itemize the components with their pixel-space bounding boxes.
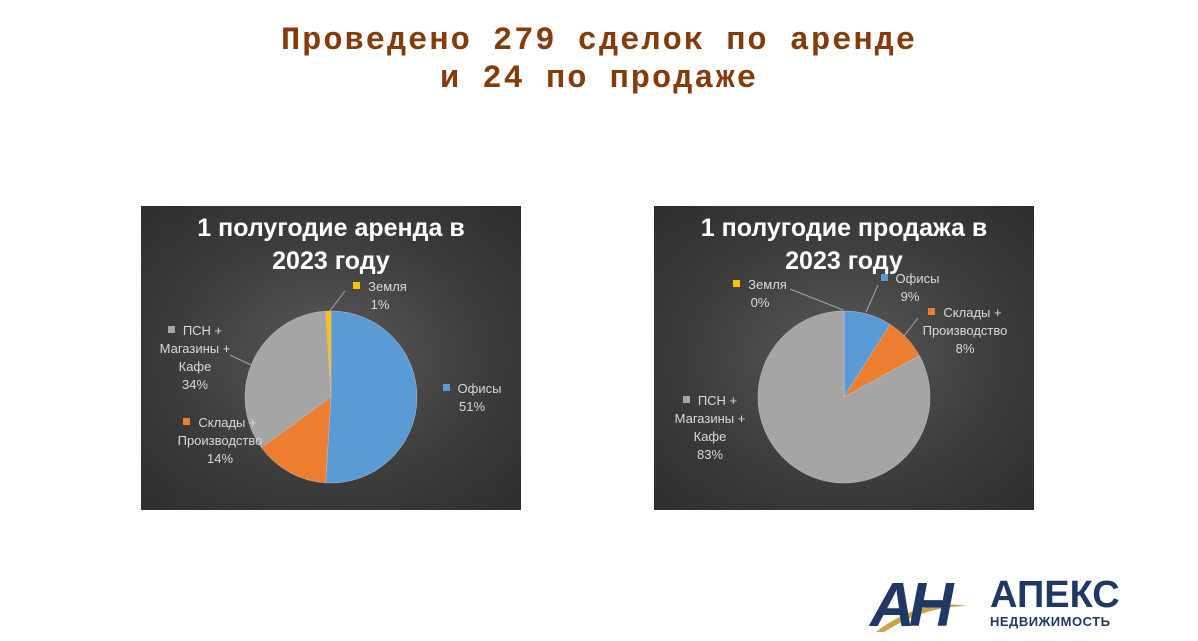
legend-swatch [183,418,191,425]
category-name: Офисы [457,381,502,396]
data-label: Земля 0% [720,276,800,312]
value-label: 8% [955,341,975,356]
chart-title: 1 полугодие продажа в 2023 году [700,214,988,275]
category-label: Земля [340,278,420,296]
pie-slice [261,396,332,484]
legend-swatch [167,326,175,333]
legend-swatch [682,396,690,403]
category-name: ПСН + Магазины + Кафе [674,393,746,444]
legend-swatch [442,384,450,391]
pie-slice [244,310,332,448]
logo-mark: АН [870,571,954,640]
category-name: Склады + Производство [922,305,1008,338]
category-label: Офисы [432,380,512,398]
data-label: Склады + Производство 8% [915,304,1015,358]
value-label: 14% [206,451,234,466]
slide-title: и 24 по продаже [439,60,759,97]
legend-swatch [353,282,361,289]
value-label: 51% [458,399,486,414]
data-label: Офисы 9% [880,270,940,306]
value-label: 1% [370,297,390,312]
data-label: Земля 1% [340,278,420,314]
category-label: Склады + Производство [170,414,270,450]
value-label: 83% [696,447,724,462]
category-label: Офисы [880,270,940,288]
data-label: Офисы 51% [432,380,512,416]
value-label: 34% [181,377,209,392]
data-label: ПСН + Магазины + Кафе 34% [150,322,240,394]
category-name: ПСН + Магазины + Кафе [159,323,231,374]
category-label: Склады + Производство [915,304,1015,340]
leader-line [789,288,844,311]
leader-line [865,284,879,313]
leader-line [903,317,919,337]
value-label: 9% [900,289,920,304]
data-label: Склады + Производство 14% [170,414,270,468]
chart-title: 1 полугодие аренда в 2023 году [197,214,465,275]
pie-slice [325,310,332,398]
value-label: 0% [750,295,770,310]
category-name: Склады + Производство [177,415,263,448]
pie-slice [325,310,418,484]
legend-swatch [733,280,741,287]
category-name: Офисы [895,271,940,286]
category-name: Земля [368,279,407,294]
category-name: Земля [748,277,787,292]
legend-swatch [928,308,936,315]
category-label: ПСН + Магазины + Кафе [660,392,760,446]
logo-swoosh [876,604,968,632]
leader-line [328,290,346,313]
legend-swatch [880,274,888,281]
category-label: ПСН + Магазины + Кафе [150,322,240,376]
slide-title: Проведено 279 сделок по аренде [280,22,918,59]
logo-name: АПЕКС [990,574,1120,616]
data-label: ПСН + Магазины + Кафе 83% [660,392,760,464]
logo-tagline: НЕДВИЖИМОСТЬ [990,614,1111,629]
category-label: Земля [720,276,800,294]
